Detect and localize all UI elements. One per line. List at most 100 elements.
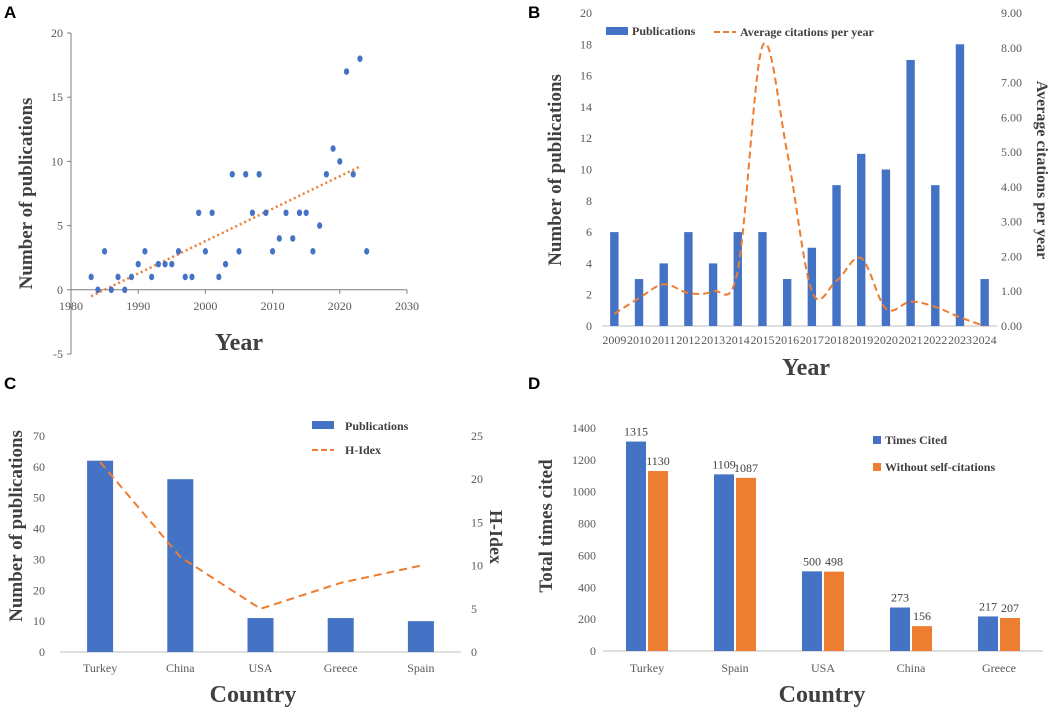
x-tick-label: 2023 [948,333,972,347]
x-tick-label: 2018 [825,333,849,347]
x-axis-title: Year [215,330,263,356]
bar [247,618,274,652]
y-tick-label: 200 [578,612,596,626]
x-tick-label: Spain [407,661,434,675]
y-axis-title: Number of publications [6,430,27,622]
x-tick-label: 2011 [652,333,676,347]
bar [87,460,114,652]
x-tick-label: 1980 [59,299,83,313]
data-point [229,170,235,178]
data-point [88,273,94,281]
legend-label: H-Idex [345,443,381,457]
y2-tick-label: 0.00 [1001,319,1022,333]
panel-label-a: A [4,3,16,22]
data-point [323,170,329,178]
data-label: 500 [803,554,821,568]
bar [610,232,619,326]
data-point [283,209,289,217]
x-tick-label: China [166,661,195,675]
y-tick-label: 15 [51,90,63,104]
x-tick-label: 2030 [395,299,419,313]
data-point [364,247,370,255]
data-point [357,55,363,62]
y-tick-label: 16 [580,69,592,83]
data-point [263,209,269,217]
x-tick-label: China [897,661,926,675]
bar [648,471,668,651]
y2-axis-title: H-Idex [486,510,506,564]
x-tick-label: 2010 [627,333,651,347]
chart-c: C 0 10 20 30 40 50 60 70 0 5 10 15 20 25 Turkey China USA… [4,374,506,708]
data-point [216,273,222,281]
y2-axis-title: Average citations per year [1033,81,1050,259]
data-point [290,235,296,242]
bar [832,185,841,326]
x-tick-label: 2021 [899,333,923,347]
bar [659,263,668,326]
data-point [303,209,309,217]
bar [857,153,866,326]
bar [167,479,194,652]
y-tick-label: 400 [578,580,596,594]
data-label: 498 [825,555,843,569]
data-label: 1087 [734,461,758,475]
y2-tick-label: 4.00 [1001,180,1022,194]
chart-a: A 1980 1990 2000 2010 2020 2030 -5 0 5 10 15 20 Year N… [4,3,419,361]
data-point [296,209,303,217]
x-tick-label: 2015 [750,333,774,347]
bar [931,185,940,326]
panel-label-d: D [528,374,540,393]
data-label: 273 [891,591,909,605]
data-point [270,247,276,255]
x-tick-label: 2019 [849,333,873,347]
data-label: 217 [979,599,997,613]
x-tick-label: 2000 [193,299,217,313]
x-tick-label: 1990 [126,299,150,313]
data-point [222,260,229,268]
y2-tick-label: 15 [471,515,483,529]
x-tick-label: Spain [721,661,748,675]
data-point [182,273,188,281]
x-axis-title: Year [782,355,830,381]
y-tick-label: 600 [578,548,596,562]
bar [824,571,844,651]
y-axis-title: Number of publications [16,98,37,290]
bar [758,232,767,326]
y-tick-label: 10 [51,154,63,168]
data-point [122,286,128,294]
x-tick-label: 2012 [676,333,700,347]
x-tick-label: 2022 [923,333,947,347]
chart-b: B 0 2 4 6 8 10 12 14 16 18 20 0.00 1.00 2.00 3.00 4.00 5.… [528,3,1050,381]
bar [626,441,646,651]
y2-tick-label: 25 [471,429,483,443]
x-tick-label: USA [811,661,835,675]
data-label: 1315 [624,425,648,439]
x-tick-label: 2009 [602,333,626,347]
data-point [142,247,148,255]
bar [978,616,998,651]
x-tick-label: 2020 [328,299,352,313]
y-tick-label: 1200 [572,453,596,467]
data-point [243,170,249,178]
legend-label: Times Cited [885,433,947,447]
bar [881,169,891,326]
x-tick-label: Turkey [83,661,117,675]
series-line [613,42,985,327]
y-tick-label: 20 [51,26,63,40]
data-label: 207 [1001,601,1019,615]
x-tick-label: 2016 [775,333,799,347]
x-tick-label: 2013 [701,333,725,347]
y2-tick-label: 1.00 [1001,284,1022,298]
bar [736,477,756,651]
x-tick-label: Turkey [630,661,664,675]
data-point [236,247,242,255]
y-tick-label: 5 [57,219,63,233]
y-tick-label: 2 [586,288,592,302]
bar [782,279,792,326]
data-point [169,260,175,268]
x-tick-label: Greece [324,661,358,675]
y-tick-label: 30 [33,552,45,566]
data-point [276,235,282,242]
bar [912,626,932,651]
legend-swatch [312,421,334,429]
